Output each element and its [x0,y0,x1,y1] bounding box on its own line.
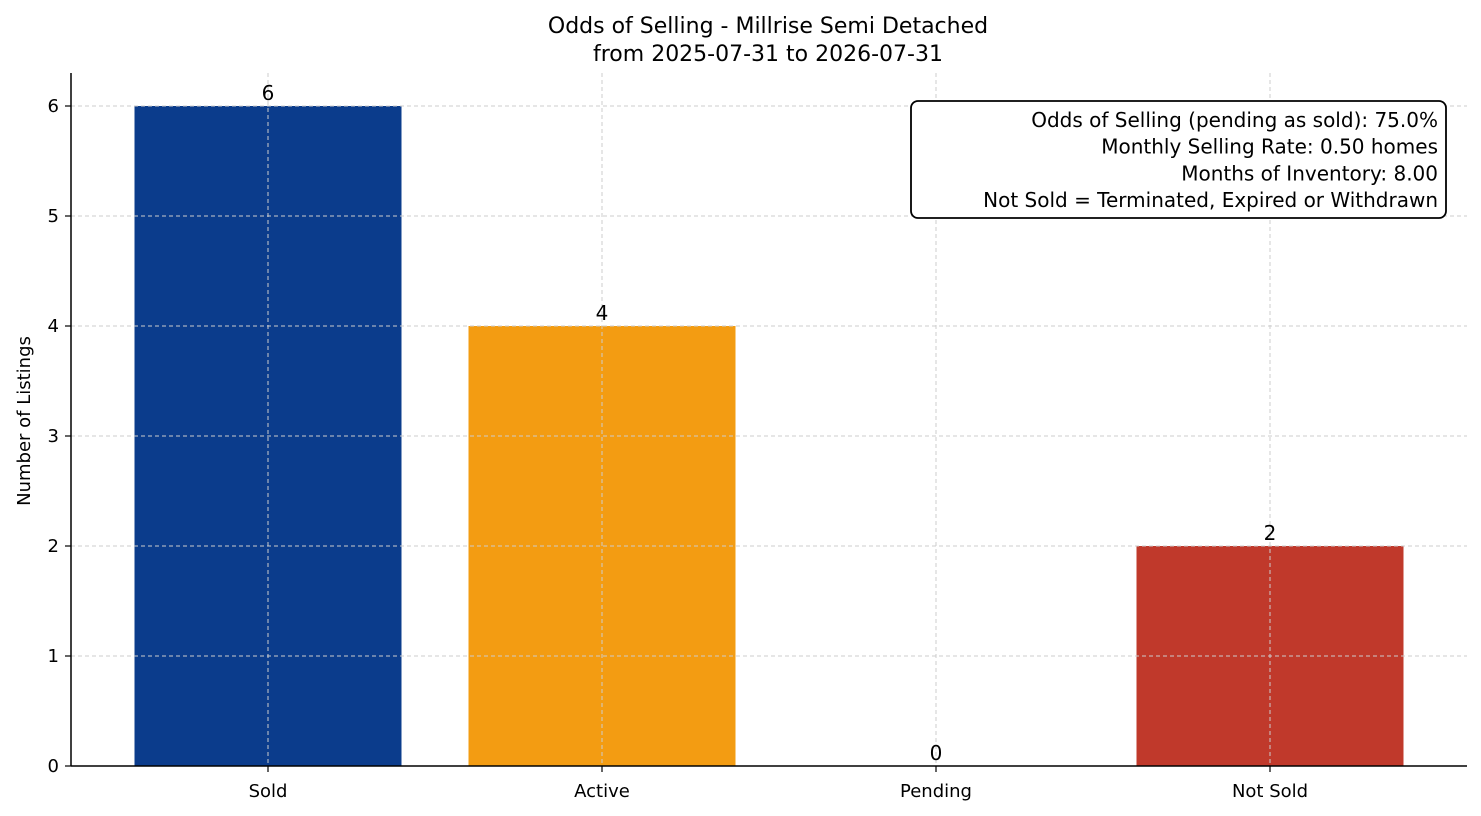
info-box-line: Monthly Selling Rate: 0.50 homes [1101,135,1438,159]
info-box-line: Odds of Selling (pending as sold): 75.0% [1031,108,1438,132]
bars [71,73,1467,767]
labels: 6 4 0 2 [262,81,1277,765]
chart-title: Odds of Selling - Millrise Semi Detached [548,14,988,39]
y-tick-label: 1 [48,646,59,667]
y-tick-label: 3 [48,426,59,447]
info-box: Odds of Selling (pending as sold): 75.0%… [910,100,1447,219]
x-tick-label: Not Sold [1232,781,1308,802]
data-label: 2 [1264,521,1277,545]
x-tick-label: Sold [249,781,288,802]
axes: 0 1 2 3 4 5 6 Sold Active Pending Not Sold [48,73,1467,802]
data-label: 6 [262,81,275,105]
y-tick-label: 6 [48,96,59,117]
y-tick-label: 5 [48,206,59,227]
info-box-line: Months of Inventory: 8.00 [1181,161,1438,185]
data-label: 4 [596,301,609,325]
x-tick-label: Pending [900,781,972,802]
y-axis-label: Number of Listings [14,336,35,506]
chart-subtitle: from 2025-07-31 to 2026-07-31 [593,42,943,67]
info-box-frame [910,100,1447,219]
x-tick-label: Active [574,781,630,802]
y-tick-label: 4 [48,316,59,337]
info-box-line: Not Sold = Terminated, Expired or Withdr… [983,188,1438,212]
data-label: 0 [930,741,943,765]
y-tick-label: 0 [48,756,59,777]
y-tick-label: 2 [48,536,59,557]
